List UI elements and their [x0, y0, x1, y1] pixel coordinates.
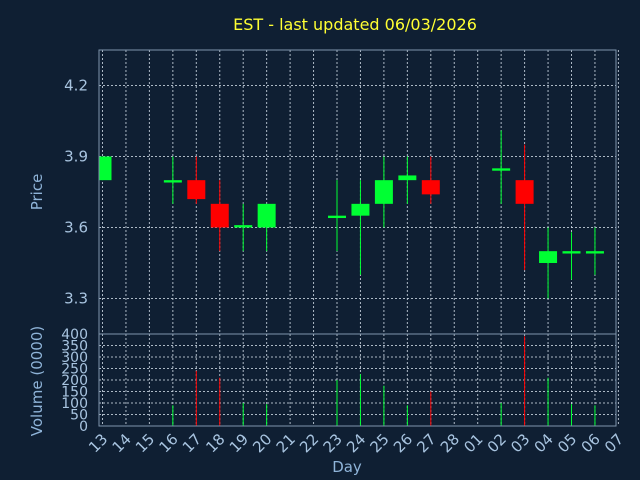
candle-body — [210, 203, 229, 228]
price-tick-label: 3.6 — [64, 219, 88, 237]
candle — [351, 180, 370, 275]
price-tick-label: 3.9 — [64, 148, 88, 166]
price-grid — [99, 50, 619, 334]
candle — [257, 203, 276, 252]
candle — [492, 130, 511, 204]
y-axis-label: Price — [28, 174, 46, 211]
candle-body — [539, 251, 558, 263]
candle-body — [328, 215, 346, 219]
volume-panel-frame — [98, 333, 617, 427]
volume-tick-label: 400 — [61, 327, 88, 343]
volume-tick-label: 50 — [70, 408, 88, 424]
candle-body — [351, 203, 370, 216]
volume-tick-label: 100 — [61, 396, 88, 412]
candle — [187, 156, 206, 204]
candle-body — [492, 168, 511, 171]
candle — [539, 227, 558, 299]
volume-tick-label: 200 — [61, 373, 88, 389]
candle — [515, 144, 534, 271]
volume-tick-label: 350 — [61, 339, 88, 355]
price-candles — [99, 130, 604, 299]
candle-body — [562, 251, 581, 254]
candle-body — [257, 203, 276, 228]
volume-tick-label: 300 — [61, 350, 88, 366]
candle — [328, 180, 346, 252]
candle — [585, 227, 604, 275]
candle-body — [234, 225, 253, 228]
volume-tick-label: 250 — [61, 362, 88, 378]
volume-tick-label: 0 — [79, 419, 88, 435]
x-axis-ticks: 1314151617181920212223242526272801020304… — [85, 430, 627, 456]
candle-body — [585, 251, 604, 254]
x-axis-label: Day — [332, 458, 362, 476]
candle-body — [515, 180, 534, 204]
candle-body — [374, 180, 393, 204]
candle — [163, 156, 182, 204]
price-axis-ticks: 3.3 3.6 3.9 4.2 — [64, 77, 88, 308]
candle-body — [99, 156, 112, 181]
volume-bars — [172, 336, 596, 426]
candle — [398, 156, 417, 204]
candle — [421, 156, 440, 204]
candle-body — [398, 175, 417, 181]
candle — [562, 232, 581, 280]
candle-body — [163, 180, 182, 183]
volume-tick-label: 150 — [61, 385, 88, 401]
chart-title: EST - last updated 06/03/2026 — [233, 15, 477, 34]
candle — [374, 156, 393, 228]
candle-body — [187, 180, 206, 200]
candle-body — [421, 180, 440, 195]
volume-axis-label: Volume (0000) — [28, 326, 46, 436]
candle — [234, 203, 253, 252]
price-tick-label: 3.3 — [64, 290, 88, 308]
candle — [99, 156, 112, 181]
price-tick-label: 4.2 — [64, 77, 88, 95]
candle — [210, 180, 229, 252]
